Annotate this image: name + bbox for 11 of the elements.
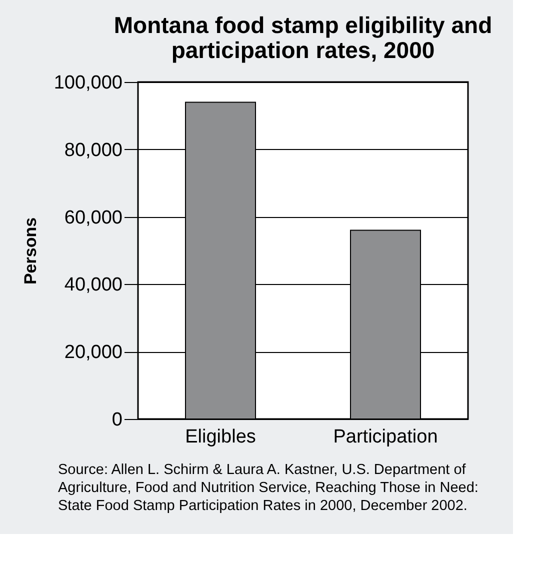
y-tick-label: 60,000 — [64, 207, 122, 228]
source-note: Source: Allen L. Schirm & Laura A. Kastner, U.S. Department of Agriculture, Food and Nutrition Service, Reaching Those in Need: State Food Stamp Participation Rates in 2000, December 2002. — [58, 462, 478, 514]
y-tick-label: 100,000 — [54, 72, 122, 94]
y-tick-label: 40,000 — [64, 274, 122, 296]
x-tick-label: Eligibles — [185, 426, 256, 448]
y-tick-label: 80,000 — [64, 140, 122, 161]
y-tick-label: 20,000 — [64, 342, 122, 364]
chart-title: Montana food stamp eligibility and participation rates, 2000 — [114, 12, 492, 63]
x-tick-label: Participation — [333, 426, 438, 448]
y-axis-title: Persons — [20, 217, 40, 285]
y-tick-label: 0 — [112, 410, 122, 430]
